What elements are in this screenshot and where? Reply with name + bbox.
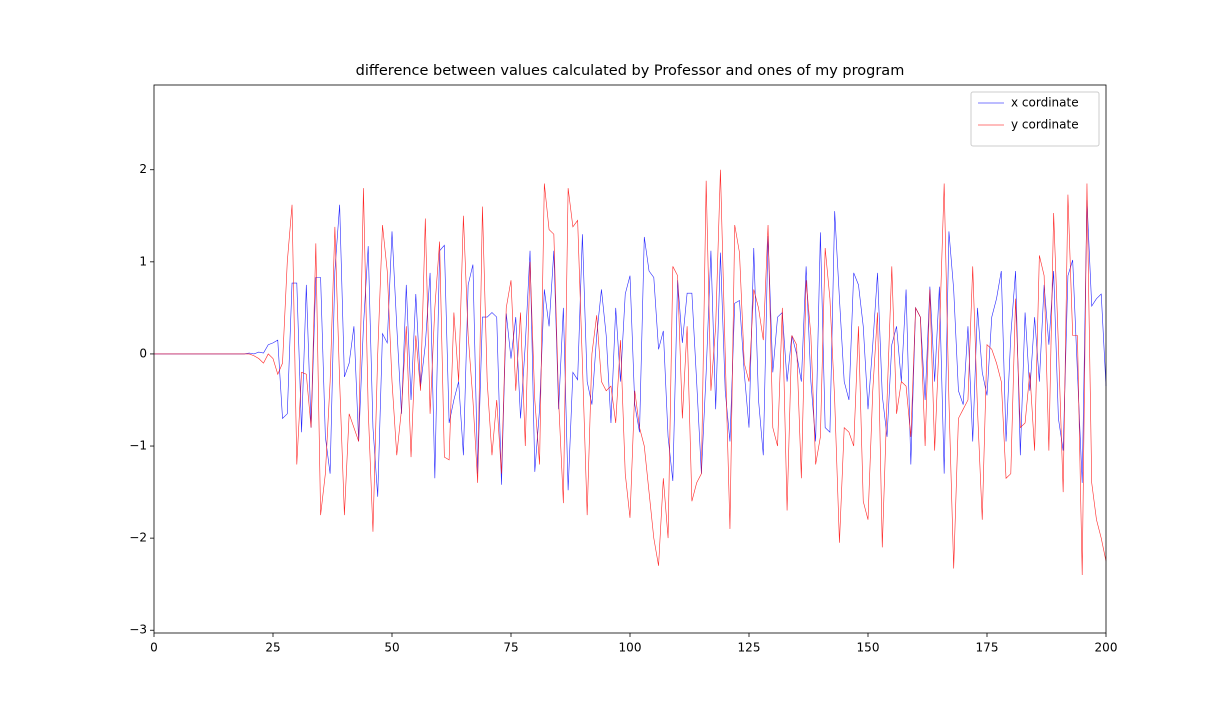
line-series: [154, 169, 1107, 575]
y-tick-label: 0: [139, 346, 147, 360]
x-tick-label: 25: [265, 641, 280, 655]
x-tick-label: 150: [857, 641, 880, 655]
y-tick-label: −1: [129, 439, 147, 453]
legend-box: [970, 91, 1100, 147]
legend-label: y cordinate: [1011, 118, 1079, 132]
plot-frame: [153, 84, 1107, 634]
x-tick-label: 200: [1095, 641, 1118, 655]
chart-title: difference between values calculated by …: [356, 63, 905, 79]
x-tick-label: 125: [738, 641, 761, 655]
y-tick-label: −2: [129, 531, 147, 545]
y-tick-label: −3: [129, 623, 147, 637]
x-tick-label: 0: [150, 641, 158, 655]
x-tick-label: 100: [619, 641, 642, 655]
x-tick-label: 75: [503, 641, 518, 655]
x-tick-label: 175: [976, 641, 999, 655]
x-tick-label: 50: [384, 641, 399, 655]
y-tick-label: 2: [139, 162, 147, 176]
y-tick-label: 1: [139, 254, 147, 268]
legend-label: x cordinate: [1011, 96, 1079, 110]
